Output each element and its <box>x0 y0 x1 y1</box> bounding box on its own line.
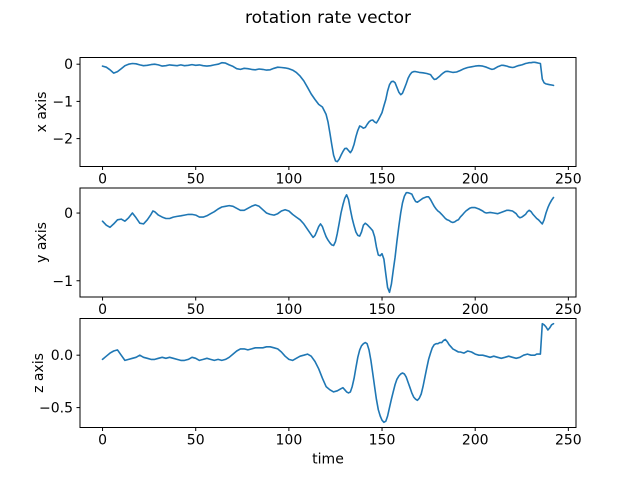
axes-frame <box>79 57 577 167</box>
axes-frame <box>79 318 577 428</box>
x-tick-label: 200 <box>462 433 489 449</box>
y-tick-label: −2 <box>52 132 73 148</box>
x-tick-label: 50 <box>187 302 205 318</box>
x-tick-label: 100 <box>276 302 303 318</box>
axes-frame <box>79 187 577 298</box>
y-tick-label: 0 <box>64 57 73 73</box>
y-axis-label: y axis <box>34 222 50 263</box>
x-tick-label: 0 <box>98 172 107 188</box>
y-tick-label: 0.0 <box>51 348 73 364</box>
x-tick-label: 100 <box>276 433 303 449</box>
y-axis-label: z axis <box>31 353 47 393</box>
x-tick-label: 0 <box>98 433 107 449</box>
x-tick-label: 250 <box>555 172 582 188</box>
series-line-z-axis <box>101 322 555 424</box>
x-tick-label: 0 <box>98 302 107 318</box>
x-tick-label: 250 <box>555 433 582 449</box>
series-line-y-axis <box>101 191 555 294</box>
series-line-x-axis <box>101 61 555 163</box>
x-tick-label: 200 <box>462 172 489 188</box>
chart-title: rotation rate vector <box>245 8 411 28</box>
x-tick-label: 50 <box>187 433 205 449</box>
y-tick-label: −1 <box>52 94 73 110</box>
x-tick-label: 100 <box>276 172 303 188</box>
x-tick-label: 150 <box>369 172 396 188</box>
y-axis-label: x axis <box>34 92 50 133</box>
x-tick-label: 50 <box>187 172 205 188</box>
x-tick-label: 150 <box>369 433 396 449</box>
x-tick-label: 250 <box>555 302 582 318</box>
y-tick-label: 0 <box>64 206 73 222</box>
y-tick-label: −1 <box>52 274 73 290</box>
x-tick-label: 150 <box>369 302 396 318</box>
y-tick-label: −0.5 <box>39 401 73 417</box>
x-tick-label: 200 <box>462 302 489 318</box>
x-axis-label: time <box>312 452 344 468</box>
